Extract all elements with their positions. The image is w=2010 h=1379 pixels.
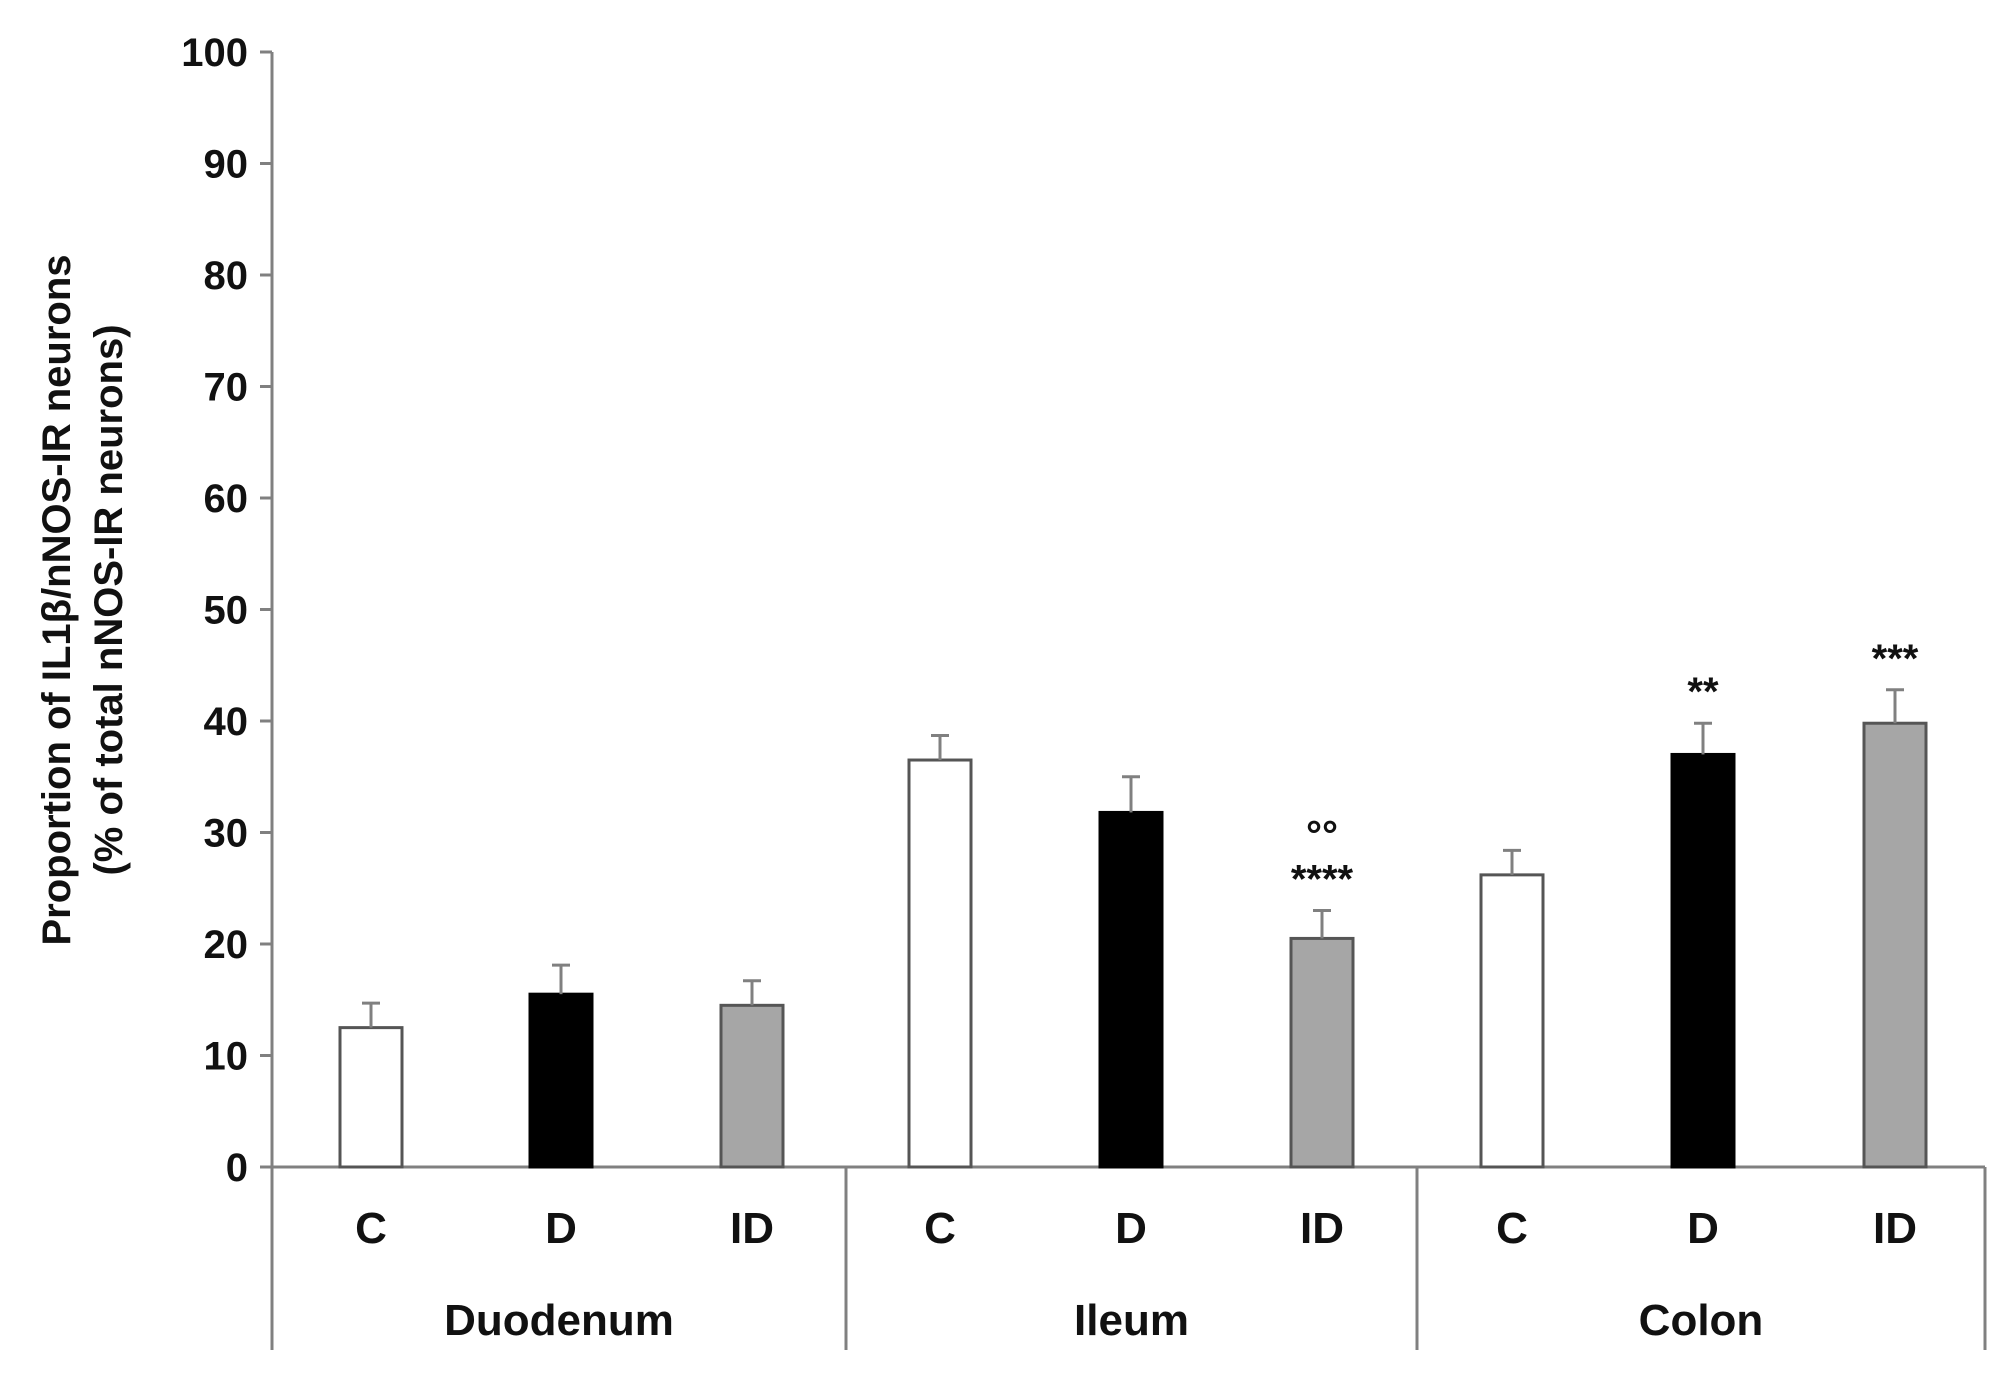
y-tick-label: 70 <box>204 366 249 410</box>
bar-colon-id <box>1862 721 1928 1169</box>
y-tick-label: 40 <box>204 700 249 744</box>
y-tick-label: 30 <box>204 812 249 856</box>
y-axis-label: Proportion of IL1β/nNOS-IR neurons (% of… <box>35 254 131 945</box>
y-tick-label: 10 <box>204 1035 249 1079</box>
x-group-label: Ileum <box>1074 1296 1189 1345</box>
y-tick-label: 60 <box>204 477 249 521</box>
y-tick-label: 100 <box>181 31 248 75</box>
bar-ileum-d <box>1098 810 1164 1169</box>
x-category-label: C <box>355 1204 387 1253</box>
y-tick-label: 80 <box>204 254 249 298</box>
bar-ileum-c <box>907 758 973 1169</box>
x-category-label: D <box>545 1204 577 1253</box>
bar-colon-d <box>1670 752 1736 1169</box>
bar-colon-c <box>1479 873 1545 1169</box>
significance-annotation: °° <box>1306 814 1338 858</box>
significance-annotation: **** <box>1291 858 1354 902</box>
x-category-label: D <box>1115 1204 1147 1253</box>
y-tick-label: 50 <box>204 589 249 633</box>
x-category-label: D <box>1687 1204 1719 1253</box>
bar-duodenum-c <box>338 1026 404 1169</box>
x-category-label: C <box>924 1204 956 1253</box>
significance-annotation: *** <box>1872 637 1919 681</box>
x-category-label: ID <box>1873 1204 1917 1253</box>
x-category-label: ID <box>1300 1204 1344 1253</box>
y-tick-label: 20 <box>204 923 249 967</box>
x-group-label: Duodenum <box>444 1296 674 1345</box>
x-category-label: C <box>1496 1204 1528 1253</box>
y-tick-label: 90 <box>204 143 249 187</box>
bar-duodenum-id <box>719 1003 785 1169</box>
y-axis-label-line2: (% of total nNOS-IR neurons) <box>87 324 131 875</box>
y-tick-label: 0 <box>226 1146 248 1190</box>
x-category-label: ID <box>730 1204 774 1253</box>
bar-duodenum-d <box>528 992 594 1169</box>
bar-ileum-id <box>1289 936 1355 1169</box>
y-axis-label-line1: Proportion of IL1β/nNOS-IR neurons <box>35 254 79 945</box>
x-group-label: Colon <box>1639 1296 1764 1345</box>
significance-annotation: ** <box>1687 670 1719 714</box>
